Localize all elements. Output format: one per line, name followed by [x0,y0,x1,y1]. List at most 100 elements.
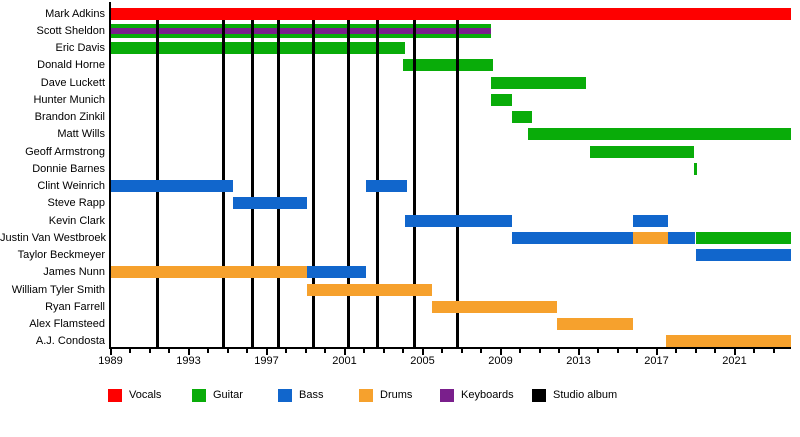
axis-minor-tick [558,349,560,353]
axis-major-tick [655,349,658,355]
axis-major-tick [109,349,112,355]
studio-album-line [456,13,460,349]
legend-label: Guitar [213,389,243,401]
axis-minor-tick [480,349,482,353]
timeline-bar-drums [666,335,792,348]
timeline-bar-bass [307,266,366,279]
axis-minor-tick [694,349,697,353]
member-label: Kevin Clark [48,214,105,227]
studio-album-line [276,13,280,349]
timeline-bar-bass [668,231,696,244]
legend-swatch-studio-album [532,389,546,402]
axis-minor-tick [519,349,521,353]
axis-major-tick [577,349,580,355]
axis-minor-tick [246,349,248,353]
year-label: 1989 [98,355,123,367]
timeline-bar-drums [307,283,433,296]
legend-swatch-drums [359,389,373,402]
y-axis-line [109,2,111,349]
axis-major-tick [733,349,736,355]
keyboards-overlay-stripe [110,27,491,34]
member-label: Geoff Armstrong [25,145,105,158]
member-label: William Tyler Smith [11,283,105,296]
timeline-bar-bass [512,231,634,244]
axis-minor-tick [207,349,209,353]
timeline-bar-guitar [695,231,792,244]
axis-minor-tick [285,349,287,353]
member-label: Matt Wills [57,128,105,141]
axis-minor-tick [714,349,716,353]
axis-minor-tick [538,349,541,353]
legend-swatch-vocals [108,389,122,402]
timeline-bar-guitar [512,111,532,124]
timeline-bar-drums [110,266,308,279]
legend-label: Vocals [129,389,162,401]
legend-label: Studio album [553,389,618,401]
timeline-bar-bass [233,197,308,210]
timeline-bar-guitar [527,128,792,141]
year-label: 1993 [176,355,201,367]
member-label: Donald Horne [37,59,105,72]
member-label: Clint Weinrich [37,180,105,193]
axis-minor-tick [460,349,463,353]
axis-minor-tick [772,349,775,353]
timeline-bar-guitar [590,145,694,158]
axis-minor-tick [636,349,638,353]
year-label: 1997 [254,355,279,367]
timeline-bar-vocals [110,7,792,20]
member-label: Eric Davis [55,42,105,55]
axis-minor-tick [148,349,151,353]
year-label: 2021 [722,355,747,367]
member-label: Ryan Farrell [45,300,105,313]
axis-minor-tick [382,349,385,353]
axis-major-tick [343,349,346,355]
studio-album-line [251,13,255,349]
axis-major-tick [187,349,190,355]
axis-minor-tick [675,349,677,353]
axis-minor-tick [363,349,365,353]
member-label: Taylor Beckmeyer [17,249,105,262]
axis-major-tick [421,349,424,355]
member-label: Scott Sheldon [36,24,106,37]
legend-label: Keyboards [461,389,514,401]
axis-minor-tick [129,349,131,353]
studio-album-line [413,13,417,349]
legend-swatch-keyboards [440,389,454,402]
timeline-bar-guitar [490,93,513,106]
legend-swatch-bass [278,389,292,402]
member-label: Hunter Munich [33,93,105,106]
axis-minor-tick [168,349,170,353]
axis-minor-tick [441,349,443,353]
x-axis-line [109,347,791,349]
axis-major-tick [265,349,268,355]
member-label: A.J. Condosta [35,335,105,348]
axis-minor-tick [402,349,404,353]
legend-label: Drums [380,389,413,401]
timeline-bar-guitar [490,76,587,89]
member-label: Mark Adkins [45,7,105,20]
axis-minor-tick [753,349,755,353]
timeline-bar-drums [633,231,669,244]
year-label: 2009 [488,355,513,367]
timeline-bar-bass [110,180,234,193]
member-label: Alex Flamsteed [29,318,105,331]
member-label: Justin Van Westbroek [0,231,106,244]
axis-minor-tick [324,349,326,353]
studio-album-line [311,13,315,349]
member-label: Steve Rapp [47,197,105,210]
axis-major-tick [499,349,502,355]
timeline-bar-guitar [110,42,405,55]
axis-minor-tick [304,349,307,353]
year-label: 2013 [566,355,591,367]
timeline-bar-guitar [693,162,698,175]
member-label: Donnie Barnes [32,162,105,175]
axis-minor-tick [616,349,619,353]
legend-label: Bass [299,389,324,401]
member-label: Brandon Zinkil [34,111,105,124]
timeline-bar-drums [432,300,558,313]
legend-swatch-guitar [192,389,206,402]
year-label: 2017 [644,355,669,367]
timeline-bar-bass [365,180,407,193]
